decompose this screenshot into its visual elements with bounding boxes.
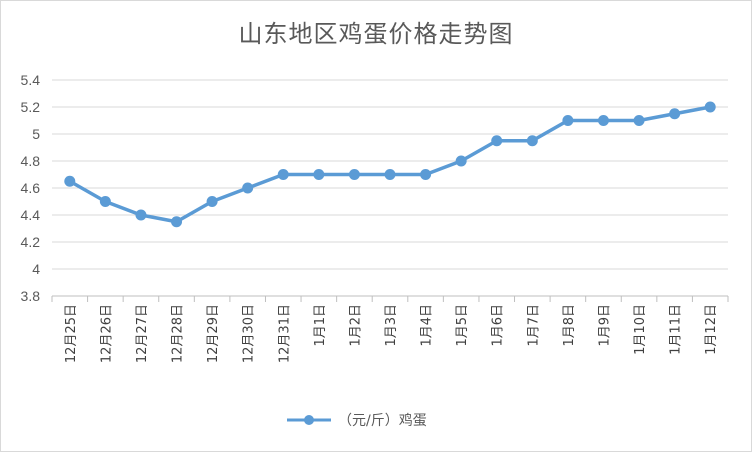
x-tick-label: 12月30日 (242, 304, 257, 363)
x-tick-label: 1月2日 (348, 304, 363, 347)
x-tick-label: 1月8日 (562, 304, 577, 347)
x-tick-label: 1月5日 (455, 304, 470, 347)
data-point (704, 101, 716, 113)
x-tick-label: 12月26日 (99, 304, 114, 363)
x-tick-label: 12月27日 (135, 304, 150, 363)
x-tick-labels: 12月25日 12月26日 12月27日 12月28日 12月29日 12月30日 12月3… (64, 304, 719, 363)
legend: （元/斤）鸡蛋 (287, 412, 427, 429)
data-point (597, 115, 609, 126)
series-layer (64, 101, 716, 228)
chart-title: 山东地区鸡蛋价格走势图 (238, 20, 514, 48)
data-point (277, 169, 289, 180)
data-point (348, 169, 360, 180)
y-tick-label: 4 (32, 261, 40, 277)
series-line (68, 105, 712, 224)
x-tick-label: 1月4日 (420, 304, 435, 347)
x-tick-label: 1月3日 (384, 304, 399, 347)
y-tick-label: 5 (32, 126, 40, 142)
x-tick-label: 1月9日 (597, 304, 612, 347)
x-tick-label: 1月11日 (669, 304, 684, 355)
gridlines (52, 79, 728, 297)
x-tick-label: 12月25日 (64, 304, 79, 363)
y-tick-label: 4.6 (21, 180, 41, 196)
legend-swatch-marker (304, 415, 314, 425)
x-tick-label: 1月10日 (633, 304, 648, 355)
data-point (313, 169, 325, 180)
x-tick-label: 12月31日 (277, 304, 292, 363)
x-tick-label: 12月28日 (171, 304, 186, 363)
data-point (384, 169, 396, 180)
data-point (455, 155, 467, 167)
data-point (562, 115, 574, 126)
data-point (420, 169, 432, 180)
x-tick-label: 1月7日 (526, 304, 541, 347)
x-tick-label: 12月29日 (206, 304, 221, 363)
y-tick-label: 5.2 (21, 99, 41, 115)
data-point (242, 182, 254, 194)
y-tick-label: 3.8 (21, 288, 41, 304)
data-point (669, 108, 681, 120)
axes (51, 295, 729, 302)
y-tick-label: 4.2 (21, 234, 41, 250)
data-point (206, 196, 218, 207)
data-point (491, 135, 503, 147)
y-tick-label: 4.4 (21, 207, 41, 223)
x-tick-label: 1月12日 (704, 304, 719, 355)
data-point (171, 216, 183, 228)
y-tick-label: 5.4 (21, 72, 41, 88)
y-tick-label: 4.8 (21, 153, 41, 169)
data-point (64, 175, 76, 187)
data-point (633, 115, 645, 126)
x-tick-label: 1月6日 (491, 304, 506, 347)
data-point (526, 135, 538, 147)
x-tick-label: 1月1日 (313, 304, 328, 347)
data-point (99, 196, 111, 207)
legend-label: （元/斤）鸡蛋 (338, 412, 427, 429)
data-point (135, 209, 147, 221)
y-tick-labels: 3.8 4 4.2 4.4 4.6 4.8 5 5.2 5.4 (21, 72, 41, 304)
